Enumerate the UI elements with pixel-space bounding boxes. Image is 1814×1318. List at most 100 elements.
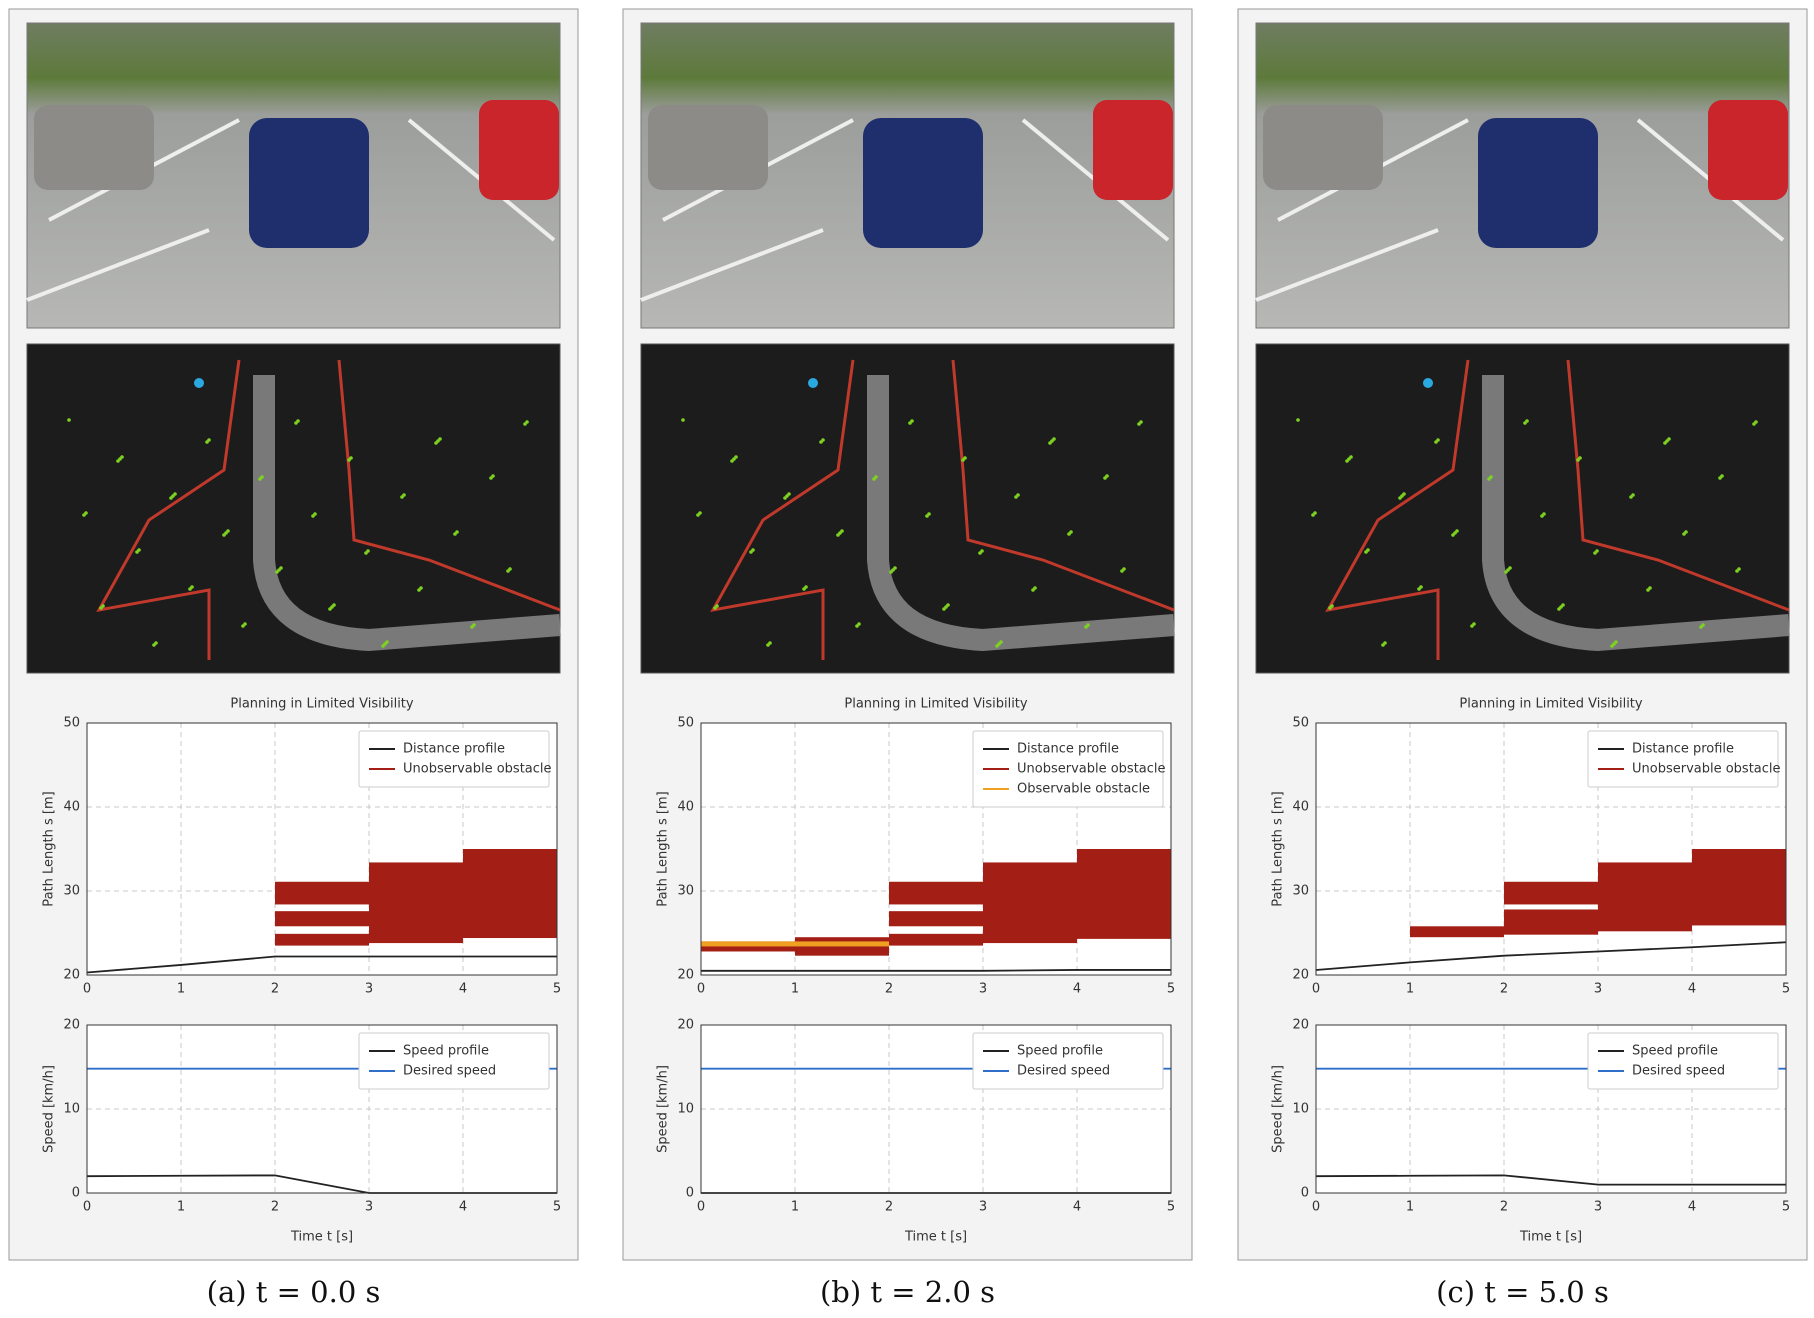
lidar-point: [311, 514, 315, 518]
parked-car: [479, 100, 559, 200]
lidar-point: [1540, 514, 1544, 518]
lidar-point: [1048, 441, 1052, 445]
x-tick-label: 3: [365, 1200, 373, 1215]
lidar-point: [749, 550, 753, 554]
lidar-point: [1557, 607, 1561, 611]
lidar-point: [1451, 533, 1455, 537]
y-axis-label: Speed [km/h]: [42, 1065, 57, 1153]
x-tick-label: 2: [1500, 1200, 1508, 1215]
obstacle-region: [369, 862, 463, 944]
lidar-point: [67, 418, 71, 422]
lidar-point: [713, 606, 717, 610]
x-tick-label: 5: [1782, 1200, 1790, 1215]
planned-path: [1482, 375, 1790, 652]
lidar-point: [961, 458, 965, 462]
legend-label: Speed profile: [1632, 1044, 1718, 1059]
x-tick-label: 1: [791, 1200, 799, 1215]
lidar-point: [1067, 532, 1071, 536]
legend-box: [1587, 1032, 1779, 1090]
chart-title: Planning in Limited Visibility: [844, 697, 1028, 712]
caption: (a) t = 0.0 s: [207, 1275, 381, 1309]
lidar-point: [942, 607, 946, 611]
x-tick-label: 3: [365, 982, 373, 997]
lidar-point: [1629, 495, 1633, 499]
x-tick-label: 2: [1500, 982, 1508, 997]
lidar-point: [1718, 476, 1722, 480]
lidar-point: [1487, 477, 1491, 481]
x-tick-label: 4: [1688, 1200, 1696, 1215]
lidar-point: [1610, 644, 1614, 648]
lidar-point: [1576, 458, 1580, 462]
lidar-point: [696, 513, 700, 517]
obstacle-region: [889, 881, 983, 905]
lidar-point: [978, 551, 982, 555]
lidar-point: [1381, 643, 1385, 647]
x-tick-label: 0: [1312, 982, 1320, 997]
x-tick-label: 3: [979, 1200, 987, 1215]
lidar-point: [1752, 422, 1756, 426]
x-tick-label: 4: [459, 982, 467, 997]
lidar-point: [1663, 441, 1667, 445]
y-tick-label: 0: [72, 1186, 80, 1201]
y-tick-label: 50: [1292, 716, 1309, 731]
obstacle-region: [701, 941, 889, 947]
obstacle-region: [983, 862, 1077, 944]
y-tick-label: 20: [1292, 1018, 1309, 1033]
lidar-point: [872, 477, 876, 481]
axes-frame: [86, 722, 558, 976]
obstacle-region: [275, 911, 369, 927]
parked-car: [1263, 105, 1383, 190]
lidar-point: [681, 418, 685, 422]
lidar-point: [819, 440, 823, 444]
x-tick-label: 4: [1688, 982, 1696, 997]
y-tick-label: 30: [63, 884, 80, 899]
lidar-point: [523, 422, 527, 426]
x-tick-label: 3: [979, 982, 987, 997]
lidar-point: [169, 496, 173, 500]
lidar-point: [489, 476, 493, 480]
y-axis-label: Speed [km/h]: [656, 1065, 671, 1153]
legend-label: Distance profile: [1632, 742, 1734, 757]
lidar-marker: [1423, 378, 1433, 388]
lidar-point: [470, 625, 474, 629]
lidar-point: [152, 643, 156, 647]
y-tick-label: 50: [677, 716, 694, 731]
lidar-marker: [808, 378, 818, 388]
lidar-point: [1311, 513, 1315, 517]
x-tick-label: 0: [697, 1200, 705, 1215]
lidar-point: [1137, 422, 1141, 426]
y-tick-label: 10: [677, 1102, 694, 1117]
lidar-point: [1417, 587, 1421, 591]
legend-label: Desired speed: [1017, 1064, 1110, 1079]
lidar-point: [1398, 496, 1402, 500]
parked-car: [1708, 100, 1788, 200]
x-tick-label: 4: [459, 1200, 467, 1215]
lidar-point: [417, 588, 421, 592]
lidar-point: [294, 421, 298, 425]
x-tick-label: 5: [1782, 982, 1790, 997]
y-tick-label: 40: [1292, 800, 1309, 815]
lidar-point: [275, 570, 279, 574]
occlusion-boundary: [710, 359, 1175, 660]
obstacle-region: [1598, 862, 1692, 932]
lidar-point: [453, 532, 457, 536]
obstacle-region: [889, 933, 983, 946]
x-tick-label: 2: [885, 1200, 893, 1215]
y-tick-label: 20: [677, 968, 694, 983]
y-tick-label: 50: [63, 716, 80, 731]
lidar-point: [855, 624, 859, 628]
y-axis-label: Path Length s [m]: [656, 791, 671, 906]
parked-car: [648, 105, 768, 190]
legend-label: Unobservable obstacle: [1017, 762, 1166, 777]
y-tick-label: 10: [1292, 1102, 1309, 1117]
x-tick-label: 5: [1167, 982, 1175, 997]
axes-frame: [1315, 722, 1787, 976]
x-tick-label: 3: [1594, 982, 1602, 997]
x-axis-label: Time t [s]: [290, 1230, 353, 1245]
obstacle-region: [889, 911, 983, 927]
lidar-point: [99, 606, 103, 610]
y-tick-label: 20: [63, 1018, 80, 1033]
x-tick-label: 0: [83, 982, 91, 997]
series-line: [86, 955, 557, 974]
